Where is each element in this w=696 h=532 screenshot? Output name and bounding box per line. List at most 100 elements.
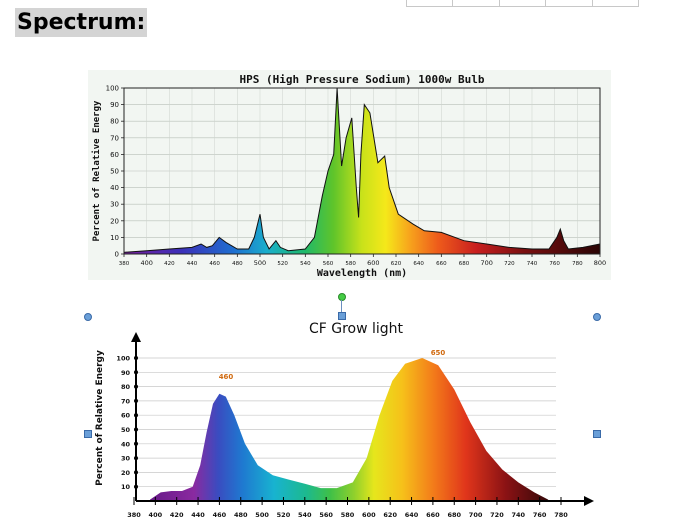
cf-y-tick bbox=[134, 484, 138, 489]
hps-y-tick-label: 30 bbox=[110, 201, 119, 209]
hps-x-tick-label: 740 bbox=[527, 261, 538, 267]
cf-x-tick-label: 640 bbox=[405, 511, 419, 519]
hps-x-tick-label: 580 bbox=[345, 261, 356, 267]
cf-x-tick-label: 380 bbox=[127, 511, 141, 519]
cf-y-tick bbox=[134, 427, 138, 432]
cf-y-tick bbox=[134, 370, 138, 375]
cf-x-tick-label: 740 bbox=[512, 511, 526, 519]
hps-x-tick-label: 480 bbox=[232, 261, 243, 267]
cf-x-tick-label: 700 bbox=[469, 511, 483, 519]
hps-y-tick-label: 60 bbox=[110, 151, 119, 159]
hps-y-axis-label: Percent of Relative Energy bbox=[91, 100, 102, 241]
cf-y-tick bbox=[134, 456, 138, 461]
cf-spectrum-area bbox=[150, 358, 549, 501]
hps-y-tick-label: 50 bbox=[110, 168, 119, 176]
hps-x-tick-label: 800 bbox=[594, 259, 606, 267]
cf-y-tick bbox=[134, 441, 138, 446]
cf-x-tick-label: 420 bbox=[170, 511, 184, 519]
hps-x-tick-label: 460 bbox=[209, 261, 220, 267]
hps-x-tick-label: 660 bbox=[436, 261, 447, 267]
hps-y-tick-label: 80 bbox=[110, 118, 119, 126]
cf-y-tick-label: 100 bbox=[116, 355, 130, 363]
cf-spectrum-chart: CF Grow light 10 20 30 40 50 60 70 80 90 100 380 4… bbox=[95, 321, 594, 519]
cf-y-tick-label: 30 bbox=[121, 455, 131, 463]
hps-x-ticks: 380 400 420 440 460 480 500 520 540 560 580 600 620 6… bbox=[119, 254, 606, 267]
hps-y-tick-label: 0 bbox=[115, 251, 119, 259]
hps-x-tick-label: 380 bbox=[119, 261, 130, 267]
cf-y-axis-label: Percent of Relative Energy bbox=[95, 350, 105, 486]
cf-y-tick-label: 90 bbox=[121, 369, 131, 377]
hps-x-tick-label: 720 bbox=[504, 261, 515, 267]
hps-x-tick-label: 420 bbox=[164, 261, 175, 267]
cf-x-tick-label: 540 bbox=[298, 511, 312, 519]
selection-handle-top-center[interactable] bbox=[338, 312, 346, 320]
cf-x-tick-label: 620 bbox=[383, 511, 397, 519]
cf-x-tick-label: 520 bbox=[277, 511, 291, 519]
hps-x-tick-label: 780 bbox=[572, 261, 583, 267]
selection-handle-rotate[interactable] bbox=[338, 293, 346, 301]
cf-peak-label-650: 650 bbox=[431, 349, 446, 357]
cf-chart-title: CF Grow light bbox=[309, 321, 404, 337]
cf-y-tick-label: 60 bbox=[121, 412, 131, 420]
cf-y-tick bbox=[134, 384, 138, 389]
cf-y-tick bbox=[134, 398, 138, 403]
hps-spectrum-chart: HPS (High Pressure Sodium) 1000w Bulb 0 1… bbox=[88, 70, 611, 280]
cf-y-tick-label: 10 bbox=[121, 483, 131, 491]
cf-x-tick-label: 460 bbox=[213, 511, 227, 519]
hps-chart-title: HPS (High Pressure Sodium) 1000w Bulb bbox=[239, 73, 484, 86]
cf-x-axis-arrow bbox=[584, 496, 594, 506]
hps-x-tick-label: 760 bbox=[549, 261, 560, 267]
hps-x-tick-label: 400 bbox=[140, 259, 152, 267]
cf-y-tick-label: 50 bbox=[121, 426, 131, 434]
cf-y-tick bbox=[134, 470, 138, 475]
hps-y-ticks: 0 10 20 30 40 50 60 70 80 90 100 bbox=[106, 85, 124, 259]
cf-x-tick-label: 480 bbox=[234, 511, 248, 519]
hps-spectrum-area bbox=[123, 87, 601, 255]
cf-y-tick-label: 20 bbox=[121, 469, 131, 477]
hps-x-tick-label: 560 bbox=[323, 261, 334, 267]
hps-x-tick-label: 500 bbox=[254, 259, 266, 267]
cf-x-tick-label: 500 bbox=[255, 511, 269, 519]
selection-handle-middle-left[interactable] bbox=[84, 430, 92, 438]
hps-x-tick-label: 600 bbox=[367, 259, 379, 267]
cf-x-tick-label: 440 bbox=[191, 511, 205, 519]
cf-y-tick-label: 40 bbox=[121, 440, 131, 448]
hps-y-tick-label: 20 bbox=[110, 217, 119, 225]
hps-y-tick-label: 90 bbox=[110, 101, 119, 109]
cf-x-tick-label: 580 bbox=[341, 511, 355, 519]
hps-x-tick-label: 540 bbox=[300, 261, 311, 267]
cf-x-tick-label: 400 bbox=[149, 511, 163, 519]
hps-x-tick-label: 440 bbox=[187, 261, 198, 267]
hps-x-tick-label: 520 bbox=[277, 261, 288, 267]
hps-x-tick-label: 640 bbox=[413, 261, 424, 267]
cf-peak-label-460: 460 bbox=[219, 373, 234, 381]
selection-handle-top-right[interactable] bbox=[593, 313, 601, 321]
hps-x-tick-label: 700 bbox=[480, 259, 492, 267]
cf-y-tick-label: 80 bbox=[121, 383, 131, 391]
hps-x-tick-label: 620 bbox=[391, 261, 402, 267]
cf-y-tick-label: 70 bbox=[121, 397, 131, 405]
cf-y-ticks: 10 20 30 40 50 60 70 80 90 100 bbox=[116, 355, 138, 491]
hps-y-tick-label: 10 bbox=[110, 234, 119, 242]
selection-handle-middle-right[interactable] bbox=[593, 430, 601, 438]
cf-y-axis-arrow bbox=[131, 332, 141, 342]
cf-x-tick-label: 720 bbox=[490, 511, 504, 519]
spectrum-heading: Spectrum: bbox=[15, 8, 148, 37]
selection-rotate-stem bbox=[341, 300, 342, 312]
hps-x-axis-label: Wavelength (nm) bbox=[317, 268, 407, 279]
hps-y-tick-label: 40 bbox=[110, 184, 119, 192]
selection-handle-top-left[interactable] bbox=[84, 313, 92, 321]
cf-y-tick bbox=[134, 413, 138, 418]
cf-x-tick-label: 780 bbox=[554, 511, 568, 519]
cf-x-tick-label: 680 bbox=[447, 511, 461, 519]
cf-y-tick bbox=[134, 356, 138, 360]
cf-x-tick-label: 560 bbox=[319, 511, 333, 519]
hps-x-tick-label: 680 bbox=[459, 261, 470, 267]
cf-x-tick-label: 600 bbox=[362, 511, 376, 519]
cf-x-ticks: 380 400 420 440 460 480 500 520 540 560 580 600 620 6… bbox=[127, 497, 568, 519]
cf-x-tick-label: 660 bbox=[426, 511, 440, 519]
cf-x-tick-label: 760 bbox=[533, 511, 547, 519]
hps-y-tick-label: 70 bbox=[110, 134, 119, 142]
table-fragment bbox=[406, 0, 639, 7]
hps-y-tick-label: 100 bbox=[106, 85, 119, 93]
